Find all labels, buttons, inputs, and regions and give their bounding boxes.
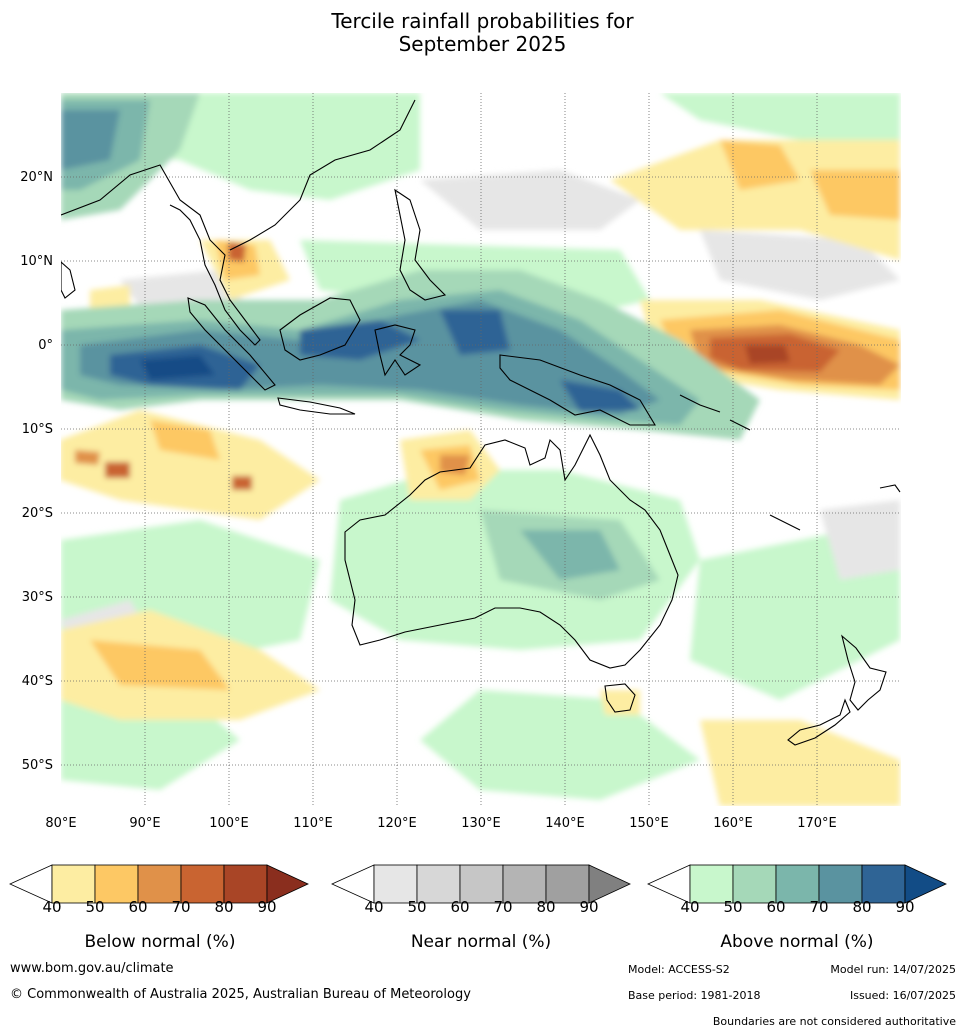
lon-tick-label: 80°E bbox=[45, 816, 76, 831]
lat-axis: 20°N 10°N 0° 10°S 20°S 30°S 40°S 50°S bbox=[20, 170, 53, 773]
near-normal-colorbar: 40 50 60 70 80 90 bbox=[331, 864, 631, 914]
sumatra-coast bbox=[187, 297, 276, 391]
colorbar-segment bbox=[459, 864, 504, 904]
colorbar-segment bbox=[545, 864, 590, 904]
lat-tick-label: 50°S bbox=[22, 758, 53, 773]
colorbar-tick-label: 70 bbox=[493, 898, 512, 914]
solomon-islands bbox=[679, 394, 751, 431]
new-zealand-south bbox=[787, 698, 851, 746]
colorbar-tick-label: 90 bbox=[579, 898, 598, 914]
colorbar-tick-label: 60 bbox=[128, 898, 147, 914]
lat-tick-label: 20°S bbox=[22, 506, 53, 521]
colorbar-high-extension bbox=[588, 864, 631, 904]
website-link[interactable]: www.bom.gov.au/climate bbox=[10, 961, 174, 976]
issued-date: Issued: 16/07/2025 bbox=[849, 989, 956, 1002]
lon-tick-label: 130°E bbox=[461, 816, 501, 831]
colorbar-tick-label: 90 bbox=[895, 898, 914, 914]
colorbar-segment bbox=[416, 864, 461, 904]
philippines-coast bbox=[394, 188, 447, 301]
colorbar-segment bbox=[94, 864, 139, 904]
mainland-asia-coast bbox=[61, 99, 416, 346]
lat-tick-label: 40°S bbox=[22, 674, 53, 689]
above-normal-legend-title: Above normal (%) bbox=[720, 932, 874, 952]
colorbar-tick-label: 60 bbox=[766, 898, 785, 914]
copyright-text: © Commonwealth of Australia 2025, Austra… bbox=[10, 987, 471, 1002]
colorbar-tick-label: 80 bbox=[536, 898, 555, 914]
lat-tick-label: 10°N bbox=[20, 254, 53, 269]
near-normal-legend-title: Near normal (%) bbox=[410, 932, 552, 952]
colorbar-high-extension bbox=[904, 864, 947, 904]
colorbar-tick-label: 70 bbox=[809, 898, 828, 914]
colorbar-segment bbox=[180, 864, 225, 904]
colorbar-high-extension bbox=[266, 864, 309, 904]
colorbar-segment bbox=[223, 864, 268, 904]
fiji bbox=[879, 484, 901, 493]
colorbar-tick-label: 80 bbox=[214, 898, 233, 914]
colorbar-tick-label: 50 bbox=[85, 898, 104, 914]
lon-tick-label: 160°E bbox=[713, 816, 753, 831]
graticule bbox=[61, 93, 901, 806]
coastlines bbox=[61, 99, 901, 746]
lon-axis: 80°E 90°E 100°E 110°E 120°E 130°E 140°E 150°E 16… bbox=[45, 816, 836, 831]
colorbar-tick-label: 60 bbox=[450, 898, 469, 914]
java-coast bbox=[277, 397, 356, 415]
model-name: Model: ACCESS-S2 bbox=[628, 963, 730, 976]
colorbar-tick-label: 50 bbox=[723, 898, 742, 914]
colorbar-tick-label: 40 bbox=[42, 898, 61, 914]
new-zealand-north bbox=[841, 634, 887, 711]
colorbar-segment bbox=[861, 864, 906, 904]
colorbar-segment bbox=[373, 864, 418, 904]
sulawesi-coast bbox=[374, 324, 422, 377]
colorbar-segment bbox=[137, 864, 182, 904]
title-line-2: September 2025 bbox=[398, 32, 567, 56]
lat-tick-label: 20°N bbox=[20, 170, 53, 185]
sri-lanka-coast bbox=[61, 261, 76, 299]
lat-tick-label: 10°S bbox=[22, 422, 53, 437]
lon-tick-label: 120°E bbox=[377, 816, 417, 831]
colorbar-segment bbox=[732, 864, 777, 904]
colorbar-segment bbox=[689, 864, 734, 904]
lon-tick-label: 100°E bbox=[209, 816, 249, 831]
australia-coast bbox=[344, 433, 679, 669]
colorbar-segment bbox=[775, 864, 820, 904]
below-normal-legend-title: Below normal (%) bbox=[84, 932, 236, 952]
rainfall-map: 20°N 10°N 0° 10°S 20°S 30°S 40°S 50°S 80°E 90°E 1… bbox=[20, 93, 901, 831]
lon-tick-label: 170°E bbox=[797, 816, 837, 831]
colorbar-tick-label: 80 bbox=[852, 898, 871, 914]
lon-tick-label: 140°E bbox=[545, 816, 585, 831]
tasmania-coast bbox=[604, 683, 636, 713]
colorbar-tick-label: 40 bbox=[364, 898, 383, 914]
title-line-1: Tercile rainfall probabilities for bbox=[331, 9, 634, 33]
borneo-coast bbox=[279, 297, 361, 361]
base-period: Base period: 1981-2018 bbox=[628, 989, 761, 1002]
colorbar-segment bbox=[818, 864, 863, 904]
colorbar-tick-label: 50 bbox=[407, 898, 426, 914]
colorbar-segment bbox=[502, 864, 547, 904]
colorbar-tick-label: 70 bbox=[171, 898, 190, 914]
lon-tick-label: 90°E bbox=[129, 816, 160, 831]
colorbar-tick-label: 40 bbox=[680, 898, 699, 914]
lat-tick-label: 30°S bbox=[22, 590, 53, 605]
colorbar-tick-label: 90 bbox=[257, 898, 276, 914]
colorbar-segment bbox=[51, 864, 96, 904]
above-normal-colorbar: 40 50 60 70 80 90 bbox=[647, 864, 947, 914]
model-run-date: Model run: 14/07/2025 bbox=[830, 963, 956, 976]
below-normal-colorbar: 40 50 60 70 80 90 bbox=[9, 864, 309, 914]
lat-tick-label: 0° bbox=[38, 338, 53, 353]
map-title: Tercile rainfall probabilities for Septe… bbox=[0, 10, 965, 56]
new-guinea-coast bbox=[499, 354, 656, 426]
lon-tick-label: 150°E bbox=[629, 816, 669, 831]
probability-field bbox=[61, 93, 901, 806]
lon-tick-label: 110°E bbox=[293, 816, 333, 831]
boundaries-disclaimer: Boundaries are not considered authoritat… bbox=[712, 1015, 956, 1028]
new-caledonia bbox=[769, 514, 801, 531]
